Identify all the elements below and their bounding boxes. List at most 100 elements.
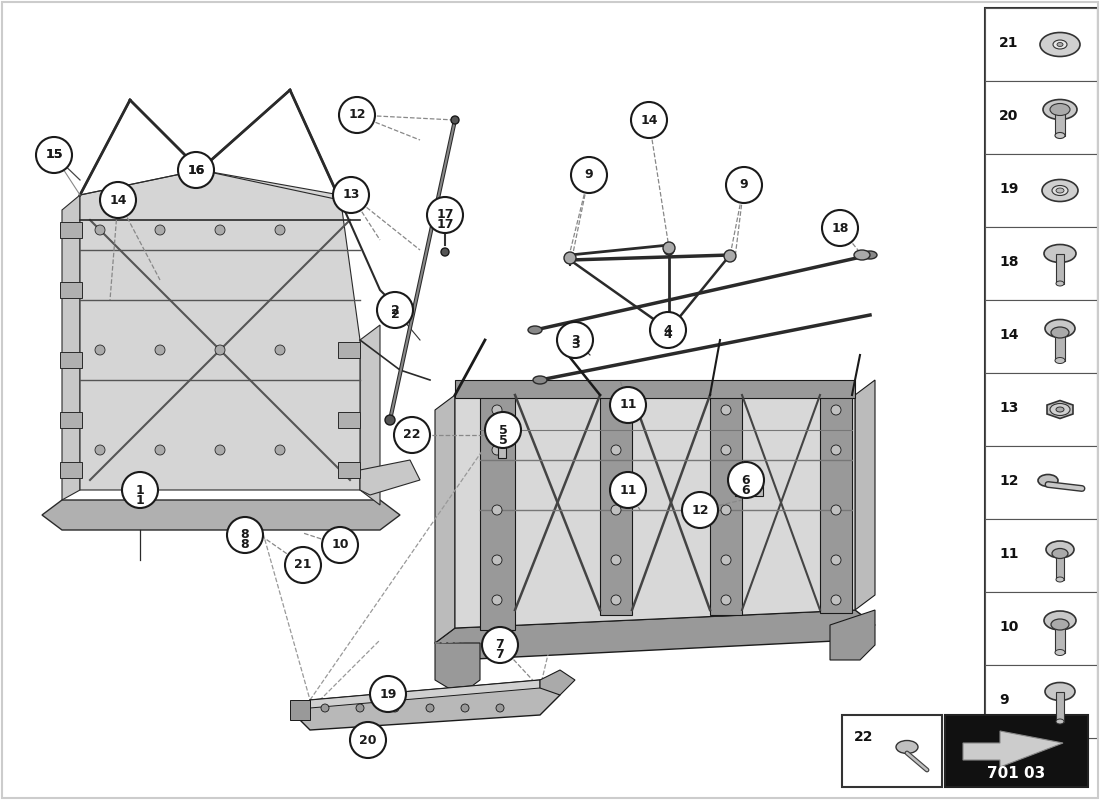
- Ellipse shape: [1050, 103, 1070, 115]
- Text: 18: 18: [832, 222, 849, 234]
- Bar: [338, 462, 360, 478]
- Circle shape: [394, 417, 430, 453]
- Circle shape: [492, 405, 502, 415]
- Bar: [984, 373, 1097, 446]
- Ellipse shape: [1056, 577, 1064, 582]
- Text: 11: 11: [999, 547, 1019, 561]
- Polygon shape: [42, 500, 400, 530]
- Polygon shape: [80, 170, 360, 490]
- Circle shape: [610, 387, 646, 423]
- Bar: [455, 380, 855, 398]
- Text: 13: 13: [342, 189, 360, 202]
- Bar: [600, 395, 632, 615]
- Circle shape: [610, 472, 646, 508]
- Text: 9: 9: [739, 178, 748, 191]
- Bar: [984, 81, 1097, 154]
- Ellipse shape: [1045, 682, 1075, 701]
- Polygon shape: [434, 395, 455, 643]
- Text: 4: 4: [663, 329, 672, 342]
- Bar: [1055, 333, 1065, 361]
- Circle shape: [720, 445, 732, 455]
- Text: 12: 12: [999, 474, 1019, 488]
- Circle shape: [36, 137, 72, 173]
- Polygon shape: [243, 525, 263, 540]
- Ellipse shape: [1044, 245, 1076, 262]
- Bar: [820, 395, 852, 613]
- Circle shape: [356, 704, 364, 712]
- Circle shape: [663, 324, 675, 336]
- Bar: [60, 462, 82, 478]
- Bar: [984, 300, 1097, 373]
- Text: 17: 17: [437, 209, 453, 222]
- Text: 17: 17: [437, 218, 453, 231]
- Circle shape: [492, 555, 502, 565]
- Circle shape: [451, 116, 459, 124]
- Polygon shape: [540, 670, 575, 695]
- Bar: [984, 665, 1097, 738]
- Ellipse shape: [1056, 188, 1064, 193]
- Text: 9: 9: [585, 169, 593, 182]
- Bar: [290, 700, 310, 720]
- Bar: [60, 352, 82, 368]
- Text: 6: 6: [741, 474, 750, 486]
- Circle shape: [275, 225, 285, 235]
- Bar: [984, 8, 1097, 81]
- Polygon shape: [360, 460, 420, 495]
- Circle shape: [720, 505, 732, 515]
- Text: 16: 16: [187, 163, 205, 177]
- Circle shape: [333, 177, 369, 213]
- Text: 701 03: 701 03: [988, 766, 1046, 781]
- Text: 14: 14: [109, 194, 126, 206]
- Circle shape: [275, 445, 285, 455]
- Bar: [60, 282, 82, 298]
- Circle shape: [339, 97, 375, 133]
- Circle shape: [441, 248, 449, 256]
- Text: 12: 12: [349, 109, 365, 122]
- Ellipse shape: [1044, 611, 1076, 630]
- Circle shape: [728, 462, 764, 498]
- Circle shape: [492, 505, 502, 515]
- Circle shape: [822, 210, 858, 246]
- Bar: [480, 390, 515, 630]
- Circle shape: [482, 627, 518, 663]
- Circle shape: [720, 595, 732, 605]
- Bar: [60, 412, 82, 428]
- Bar: [498, 428, 506, 458]
- Bar: [60, 222, 82, 238]
- Ellipse shape: [1040, 33, 1080, 57]
- Circle shape: [370, 676, 406, 712]
- Ellipse shape: [1052, 186, 1068, 195]
- Text: 11: 11: [619, 398, 637, 411]
- Circle shape: [720, 405, 732, 415]
- Circle shape: [650, 312, 686, 348]
- Polygon shape: [62, 195, 80, 500]
- Circle shape: [95, 345, 104, 355]
- Circle shape: [178, 152, 215, 188]
- Circle shape: [720, 555, 732, 565]
- Bar: [338, 342, 360, 358]
- Polygon shape: [830, 610, 874, 660]
- Circle shape: [377, 292, 412, 328]
- Ellipse shape: [1057, 42, 1063, 46]
- Text: 7: 7: [496, 638, 505, 651]
- Ellipse shape: [1052, 549, 1068, 558]
- Circle shape: [427, 197, 463, 233]
- Circle shape: [664, 245, 674, 255]
- Bar: [1056, 691, 1064, 722]
- Polygon shape: [360, 325, 379, 505]
- Circle shape: [492, 445, 502, 455]
- Text: 20: 20: [360, 734, 376, 746]
- Circle shape: [122, 472, 158, 508]
- Text: 10: 10: [999, 620, 1019, 634]
- Text: 16: 16: [187, 163, 205, 177]
- Ellipse shape: [1053, 40, 1067, 49]
- Circle shape: [350, 722, 386, 758]
- Circle shape: [485, 412, 521, 448]
- Text: 15: 15: [45, 149, 63, 162]
- Text: 20: 20: [999, 109, 1019, 123]
- Circle shape: [461, 704, 469, 712]
- Text: 2: 2: [390, 303, 399, 317]
- Circle shape: [390, 704, 399, 712]
- Circle shape: [426, 704, 434, 712]
- Text: 22: 22: [854, 730, 873, 744]
